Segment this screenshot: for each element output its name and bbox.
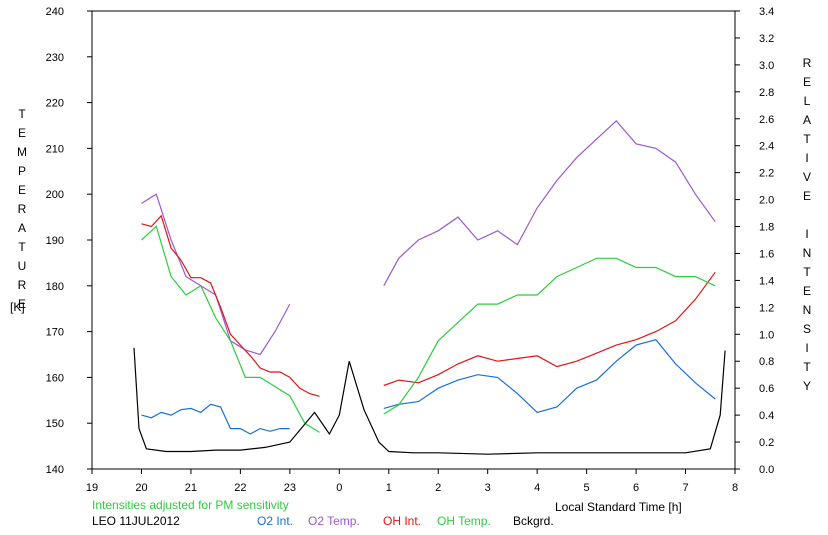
series-line-o2-int xyxy=(141,339,716,435)
y-right-tick-label: 2.6 xyxy=(759,114,774,126)
x-axis: 19 20 21 22 23 0 1 2 3 4 5 6 7 8 xyxy=(86,469,738,494)
y-right-tick-label: 2.4 xyxy=(759,141,774,153)
y-right-tick-label: 0.4 xyxy=(759,410,774,422)
y-right-label-letter: E xyxy=(802,75,811,89)
y-right-tick-label: 3.2 xyxy=(759,33,774,45)
y-right-tick-label: 2.0 xyxy=(759,195,774,207)
x-tick-label: 5 xyxy=(584,482,590,494)
legend-item: OH Temp. xyxy=(437,514,491,528)
y-right-label-letter: T xyxy=(803,265,811,279)
y-left-tick-label: 170 xyxy=(46,327,64,339)
legend-item: OH Int. xyxy=(383,514,422,528)
y-left-label-letter: E xyxy=(17,297,26,311)
y-right-label-spacer xyxy=(800,206,814,225)
series-lines xyxy=(133,120,726,455)
y-right-tick-label: 2.2 xyxy=(759,168,774,180)
x-tick-label: 19 xyxy=(86,482,98,494)
y-right-label-letter: E xyxy=(802,189,811,203)
y-left-label-letter: E xyxy=(17,126,26,140)
y-left-label-letter: U xyxy=(17,259,27,273)
y-right-label-letter: I xyxy=(805,227,809,241)
x-tick-label: 23 xyxy=(284,482,296,494)
y-right-label-letter: A xyxy=(802,113,811,127)
legend-item: O2 Temp. xyxy=(308,514,360,528)
x-tick-label: 3 xyxy=(485,482,491,494)
y-right-tick-label: 1.8 xyxy=(759,222,774,234)
y-right-label-letter: R xyxy=(802,56,812,70)
y-left-label-letter: T xyxy=(18,107,26,121)
series-line-o2-temp xyxy=(141,120,716,356)
y-right-tick-label: 1.6 xyxy=(759,248,774,260)
y-right-label-letter: S xyxy=(802,322,811,336)
y-left-tick-label: 180 xyxy=(46,281,64,293)
y-left-tick-label: 140 xyxy=(46,464,64,476)
series-line-oh-temp xyxy=(141,225,716,433)
y-right-tick-label: 1.2 xyxy=(759,302,774,314)
plot-area xyxy=(91,10,736,470)
y-right-tick-label: 0.2 xyxy=(759,437,774,449)
y-right-tick-label: 2.8 xyxy=(759,87,774,99)
y-right-tick-label: 3.0 xyxy=(759,60,774,72)
y-axis-right: 0.0 0.2 0.4 0.6 0.8 1.0 1.2 1.4 1.6 1.8 2.0 2.2 2.4 2… xyxy=(735,6,774,476)
y-right-label-letter: I xyxy=(805,341,809,355)
y-right-label-letter: I xyxy=(805,151,809,165)
y-left-tick-label: 240 xyxy=(46,6,64,18)
x-tick-label: 22 xyxy=(234,482,246,494)
y-right-tick-label: 0.8 xyxy=(759,356,774,368)
y-left-label-letter: R xyxy=(17,202,27,216)
station-date: LEO 11JUL2012 xyxy=(92,514,180,528)
x-tick-label: 6 xyxy=(633,482,639,494)
x-tick-label: 0 xyxy=(336,482,342,494)
y-left-tick-label: 210 xyxy=(46,143,64,155)
y-left-label-letter: P xyxy=(17,164,26,178)
y-right-label-letter: T xyxy=(803,132,811,146)
x-tick-label: 4 xyxy=(534,482,540,494)
y-axis-left-unit: [K] xyxy=(10,300,25,314)
y-right-label-letter: V xyxy=(802,170,811,184)
x-axis-label: Local Standard Time [h] xyxy=(555,500,682,514)
y-right-label-letter: E xyxy=(802,284,811,298)
x-tick-label: 20 xyxy=(135,482,147,494)
y-left-tick-label: 230 xyxy=(46,52,64,64)
y-left-tick-label: 200 xyxy=(46,189,64,201)
legend-item: Bckgrd. xyxy=(513,514,554,528)
y-axis-left: 140 150 160 170 180 190 200 210 220 230 240 xyxy=(46,6,92,476)
y-left-label-letter: R xyxy=(17,278,27,292)
x-tick-label: 7 xyxy=(682,482,688,494)
series-line-oh-int xyxy=(141,214,716,397)
sensitivity-note: Intensities adjusted for PM sensitivity xyxy=(92,498,289,512)
y-left-label-letter: A xyxy=(17,221,26,235)
x-tick-label: 8 xyxy=(732,482,738,494)
y-right-tick-label: 3.4 xyxy=(759,6,774,18)
x-tick-label: 1 xyxy=(386,482,392,494)
y-right-tick-label: 1.4 xyxy=(759,275,774,287)
y-right-tick-label: 1.0 xyxy=(759,329,774,341)
y-right-tick-label: 0.0 xyxy=(759,464,774,476)
y-left-label-letter: T xyxy=(18,240,26,254)
y-left-tick-label: 190 xyxy=(46,235,64,247)
y-right-tick-label: 0.6 xyxy=(759,383,774,395)
y-right-label-letter: N xyxy=(802,246,812,260)
y-right-label-letter: T xyxy=(803,360,811,374)
y-right-label-letter: Y xyxy=(802,379,811,393)
series-line-bckgrd xyxy=(133,347,726,455)
y-left-tick-label: 220 xyxy=(46,98,64,110)
legend-item: O2 Int. xyxy=(257,514,294,528)
y-left-tick-label: 160 xyxy=(46,372,64,384)
y-right-label-letter: N xyxy=(802,303,812,317)
x-tick-label: 2 xyxy=(435,482,441,494)
y-right-label-letter: L xyxy=(803,94,811,108)
y-left-label-letter: M xyxy=(17,145,27,159)
x-tick-label: 21 xyxy=(185,482,197,494)
y-left-tick-label: 150 xyxy=(46,418,64,430)
y-left-label-letter: E xyxy=(17,183,26,197)
